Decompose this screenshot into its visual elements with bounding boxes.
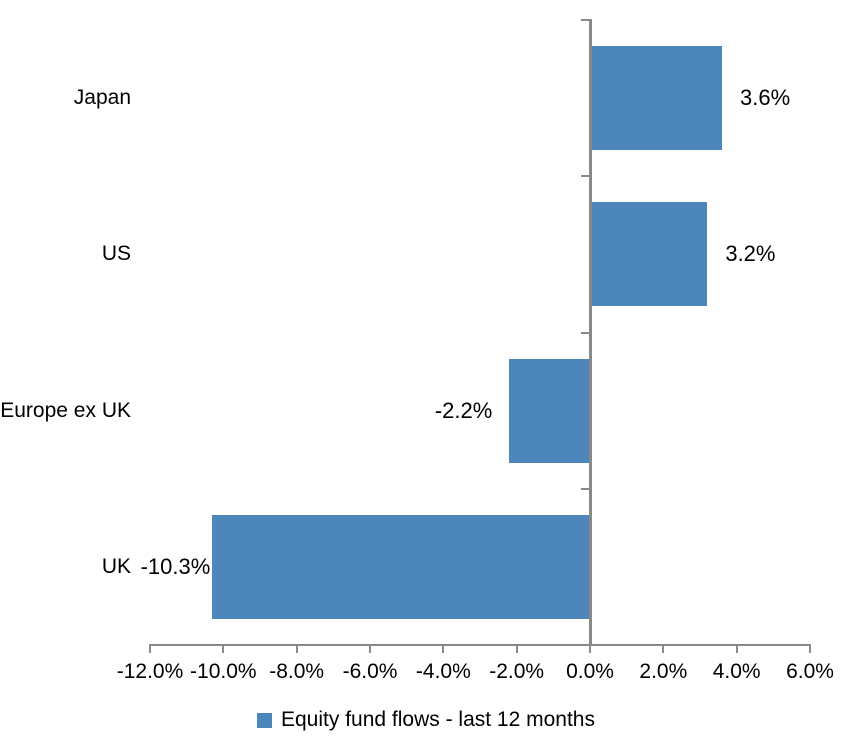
x-tick-label: 6.0%: [786, 660, 834, 683]
x-tick-label: 2.0%: [639, 660, 688, 683]
x-tick-mark: [809, 646, 811, 653]
x-tick-mark: [589, 646, 591, 653]
category-tick-mark: [580, 19, 589, 21]
x-tick-mark: [662, 646, 665, 653]
legend-series-label: Equity fund flows - last 12 months: [281, 708, 595, 731]
category-tick-mark: [580, 175, 589, 178]
x-axis-line: [149, 644, 811, 646]
category-tick-mark: [580, 487, 589, 490]
bar-japan: [590, 46, 722, 151]
x-tick-label: -8.0%: [269, 660, 325, 683]
bar-europe-ex-uk: [509, 358, 590, 463]
category-tick-mark: [580, 644, 589, 646]
bar-value-label: -2.2%: [434, 397, 493, 423]
x-tick-label: -6.0%: [342, 660, 398, 683]
bar-value-label: -10.3%: [140, 553, 211, 579]
x-tick-mark: [735, 646, 738, 653]
bar-uk: [212, 514, 590, 619]
x-tick-label: -2.0%: [489, 660, 545, 683]
category-label: Europe ex UK: [0, 398, 131, 422]
x-tick-label: -10.0%: [190, 660, 257, 683]
legend: Equity fund flows - last 12 months: [0, 708, 852, 732]
bar-value-label: 3.6%: [740, 85, 791, 111]
x-tick-mark: [515, 646, 518, 653]
x-tick-label: 4.0%: [712, 660, 761, 683]
zero-axis-line: [588, 19, 592, 646]
x-tick-mark: [442, 646, 445, 653]
x-tick-label: 0.0%: [566, 660, 614, 683]
category-label: Japan: [73, 86, 131, 110]
category-tick-mark: [580, 331, 589, 334]
category-label: UK: [101, 554, 131, 578]
x-tick-mark: [369, 646, 371, 653]
bar-us: [590, 202, 708, 307]
x-tick-mark: [295, 646, 298, 653]
x-tick-mark: [149, 646, 151, 653]
x-tick-label: -12.0%: [116, 660, 184, 683]
bar-value-label: 3.2%: [725, 241, 776, 267]
category-label: US: [101, 242, 131, 266]
x-tick-label: -4.0%: [415, 660, 471, 683]
x-tick-mark: [222, 646, 225, 653]
legend-color-swatch: [257, 712, 272, 728]
